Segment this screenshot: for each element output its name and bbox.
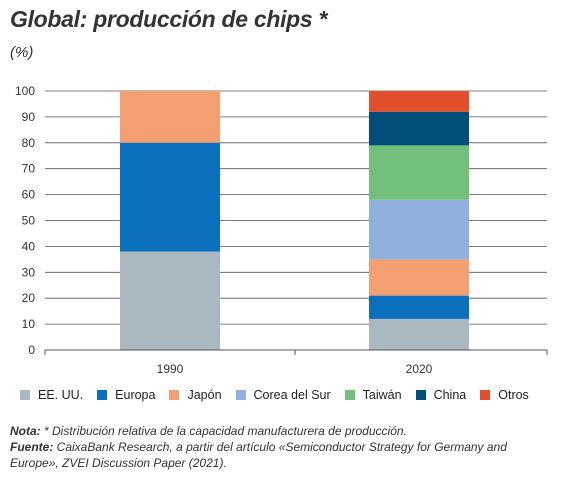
legend-label: Japón — [187, 388, 222, 402]
y-tick-label: 80 — [22, 136, 36, 150]
legend-item: Corea del Sur — [235, 388, 331, 402]
bar-segment — [369, 199, 469, 260]
x-tick-label: 1990 — [157, 362, 184, 376]
bar-segment — [369, 91, 469, 112]
y-tick-label: 30 — [22, 265, 36, 279]
bar-segment — [369, 259, 469, 296]
legend-swatch — [97, 390, 108, 400]
legend-item: Taiwán — [344, 388, 402, 402]
legend-swatch — [480, 390, 491, 400]
chart-notes: Nota: * Distribución relativa de la capa… — [10, 423, 558, 471]
legend-swatch — [169, 390, 180, 400]
bar-segment — [369, 295, 469, 319]
legend-label: Taiwán — [362, 388, 402, 402]
legend-swatch — [344, 390, 355, 400]
chart-subtitle: (%) — [10, 44, 34, 61]
y-tick-label: 40 — [22, 239, 36, 253]
y-tick-label: 20 — [22, 291, 36, 305]
y-tick-label: 10 — [22, 317, 36, 331]
bar-segment — [369, 145, 469, 200]
legend-item: Otros — [480, 388, 529, 402]
legend-label: Corea del Sur — [253, 388, 331, 402]
note-line: Nota: * Distribución relativa de la capa… — [10, 423, 558, 439]
source-line: Fuente: CaixaBank Research, a partir del… — [10, 439, 558, 471]
y-tick-label: 100 — [15, 84, 35, 98]
x-tick-label: 2020 — [406, 362, 433, 376]
bar-segment — [120, 142, 220, 252]
legend-label: Otros — [498, 388, 529, 402]
y-tick-label: 50 — [22, 214, 36, 228]
legend-item: Japón — [169, 388, 222, 402]
legend-label: Europa — [115, 388, 156, 402]
source-label: Fuente: — [10, 440, 54, 454]
bar-segment — [369, 111, 469, 146]
legend-swatch — [235, 390, 246, 400]
y-tick-label: 90 — [22, 110, 36, 124]
legend-swatch — [415, 390, 426, 400]
stacked-bar-chart: 0 10 20 30 40 50 60 70 80 90 100 1990 2020 — [15, 84, 548, 376]
y-tick-label: 0 — [28, 343, 35, 357]
bar-segment — [120, 91, 220, 143]
y-tick-label: 70 — [22, 162, 36, 176]
note-label: Nota: — [10, 424, 41, 438]
note-text: * Distribución relativa de la capacidad … — [40, 424, 407, 438]
source-text: CaixaBank Research, a partir del artícul… — [10, 440, 507, 470]
legend-item: Europa — [97, 388, 155, 402]
legend-label: EE. UU. — [38, 388, 84, 402]
legend-swatch — [20, 390, 30, 400]
chart-legend: EE. UU. Europa Japón Corea del Sur Taiwán Chi… — [20, 388, 543, 402]
legend-label: China — [433, 388, 467, 402]
y-tick-label: 60 — [22, 188, 36, 202]
legend-item: EE. UU. — [20, 388, 83, 402]
chart-title: Global: producción de chips * — [10, 6, 328, 32]
bar-segment — [120, 251, 220, 350]
legend-item: China — [415, 388, 467, 402]
bar-segment — [369, 318, 469, 350]
